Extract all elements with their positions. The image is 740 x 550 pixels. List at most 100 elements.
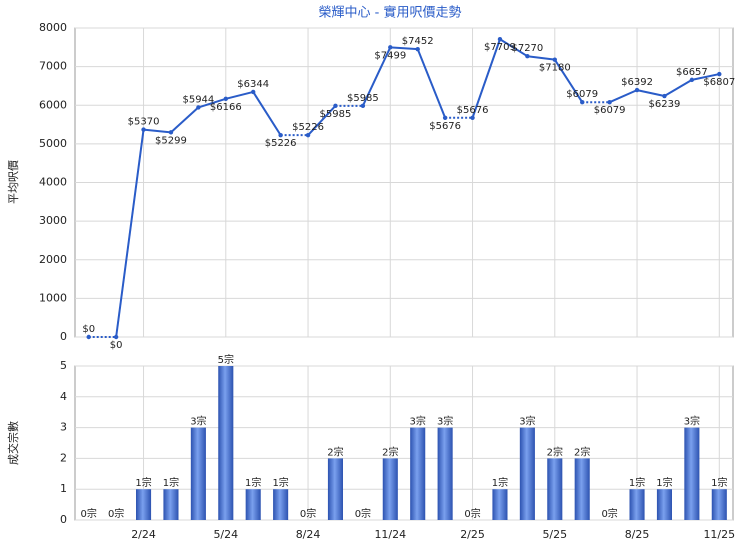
data-label: $5226 bbox=[265, 138, 297, 149]
point bbox=[196, 105, 201, 110]
data-label: $5676 bbox=[429, 121, 461, 132]
y-tick-label: 0 bbox=[60, 330, 67, 343]
point bbox=[580, 99, 585, 105]
point bbox=[333, 103, 338, 109]
data-label: 1宗 bbox=[656, 476, 672, 489]
line-segment bbox=[527, 55, 555, 61]
data-label: 0宗 bbox=[81, 507, 97, 520]
data-label: $6079 bbox=[566, 89, 598, 100]
y-tick-label: 1 bbox=[60, 482, 67, 495]
x-tick-label: 11/24 bbox=[374, 528, 406, 541]
point bbox=[415, 46, 420, 52]
data-label: $5944 bbox=[182, 94, 214, 105]
bar bbox=[218, 366, 234, 520]
data-label: $5299 bbox=[155, 135, 187, 146]
bar bbox=[163, 489, 179, 520]
data-label: 3宗 bbox=[684, 415, 700, 428]
data-label: 1宗 bbox=[492, 476, 508, 489]
point bbox=[717, 71, 722, 77]
data-label: $5370 bbox=[128, 117, 160, 128]
x-tick-label: 8/25 bbox=[625, 528, 650, 541]
bar bbox=[629, 489, 645, 520]
x-tick-label: 2/24 bbox=[131, 528, 156, 541]
bar bbox=[684, 427, 700, 520]
y-tick-label: 5 bbox=[60, 359, 67, 372]
point bbox=[497, 37, 503, 42]
data-label: $7180 bbox=[539, 63, 571, 74]
line-segment bbox=[553, 59, 584, 103]
y-tick-label: 4000 bbox=[39, 176, 67, 189]
data-label: 0宗 bbox=[300, 507, 316, 520]
data-label: 1宗 bbox=[135, 476, 151, 489]
line-segment bbox=[471, 38, 501, 119]
point bbox=[470, 115, 475, 120]
data-label: 1宗 bbox=[629, 476, 645, 489]
line-segment bbox=[636, 89, 665, 97]
data-label: $6807 bbox=[703, 77, 735, 88]
y-axis-title: 成交宗數 bbox=[6, 421, 20, 465]
data-label: 3宗 bbox=[410, 415, 426, 428]
data-label: 0宗 bbox=[601, 507, 617, 520]
bar bbox=[245, 489, 261, 520]
data-label: $5676 bbox=[457, 105, 489, 116]
line-segment bbox=[143, 128, 172, 134]
line-segment bbox=[691, 73, 720, 81]
x-tick-label: 11/25 bbox=[703, 528, 735, 541]
bar bbox=[574, 458, 590, 520]
data-label: $7709 bbox=[484, 42, 516, 53]
line-segment bbox=[416, 48, 447, 119]
bar bbox=[327, 458, 343, 520]
data-label: $6166 bbox=[210, 102, 242, 113]
point bbox=[689, 77, 695, 83]
data-label: $5985 bbox=[347, 93, 379, 104]
y-tick-label: 5000 bbox=[39, 137, 67, 150]
bar bbox=[492, 489, 508, 520]
bar bbox=[437, 427, 453, 520]
y-tick-label: 6000 bbox=[39, 98, 67, 111]
y-tick-label: 1000 bbox=[39, 291, 67, 304]
point bbox=[607, 99, 612, 105]
line-segment bbox=[198, 97, 227, 109]
bar bbox=[547, 458, 563, 520]
data-label: 0宗 bbox=[355, 507, 371, 520]
bar bbox=[190, 427, 206, 520]
point bbox=[442, 115, 448, 120]
point bbox=[141, 127, 146, 132]
line-segment bbox=[252, 91, 282, 136]
data-label: 1宗 bbox=[711, 476, 727, 489]
data-label: 2宗 bbox=[574, 445, 590, 458]
bar bbox=[519, 427, 535, 520]
x-tick-label: 5/24 bbox=[213, 528, 238, 541]
data-label: $6239 bbox=[649, 99, 681, 110]
y-tick-label: 7000 bbox=[39, 60, 67, 73]
data-label: 2宗 bbox=[547, 445, 563, 458]
point bbox=[662, 93, 667, 99]
line-segment bbox=[307, 105, 337, 136]
data-label: $0 bbox=[110, 340, 123, 351]
y-tick-label: 2 bbox=[60, 451, 67, 464]
data-label: 1宗 bbox=[245, 476, 261, 489]
y-tick-label: 0 bbox=[60, 513, 67, 526]
y-tick-label: 4 bbox=[60, 390, 67, 403]
data-label: 1宗 bbox=[163, 476, 179, 489]
data-label: $0 bbox=[82, 324, 95, 335]
line-segment bbox=[499, 38, 528, 58]
point bbox=[86, 334, 91, 340]
data-label: 5宗 bbox=[218, 353, 234, 366]
data-label: $5985 bbox=[320, 109, 352, 120]
y-tick-label: 2000 bbox=[39, 253, 67, 266]
data-label: 0宗 bbox=[108, 507, 124, 520]
data-label: 3宗 bbox=[519, 415, 535, 428]
data-label: $7452 bbox=[402, 36, 434, 47]
y-axis-title: 平均呎價 bbox=[6, 160, 20, 204]
y-tick-label: 8000 bbox=[39, 21, 67, 34]
point bbox=[278, 132, 283, 138]
data-label: $7270 bbox=[511, 43, 543, 54]
data-label: $6079 bbox=[594, 105, 626, 116]
x-tick-label: 2/25 bbox=[460, 528, 485, 541]
point bbox=[251, 89, 256, 95]
data-label: 3宗 bbox=[190, 415, 206, 428]
bar bbox=[382, 458, 398, 520]
line-segment bbox=[115, 129, 145, 338]
data-label: $6657 bbox=[676, 67, 708, 78]
